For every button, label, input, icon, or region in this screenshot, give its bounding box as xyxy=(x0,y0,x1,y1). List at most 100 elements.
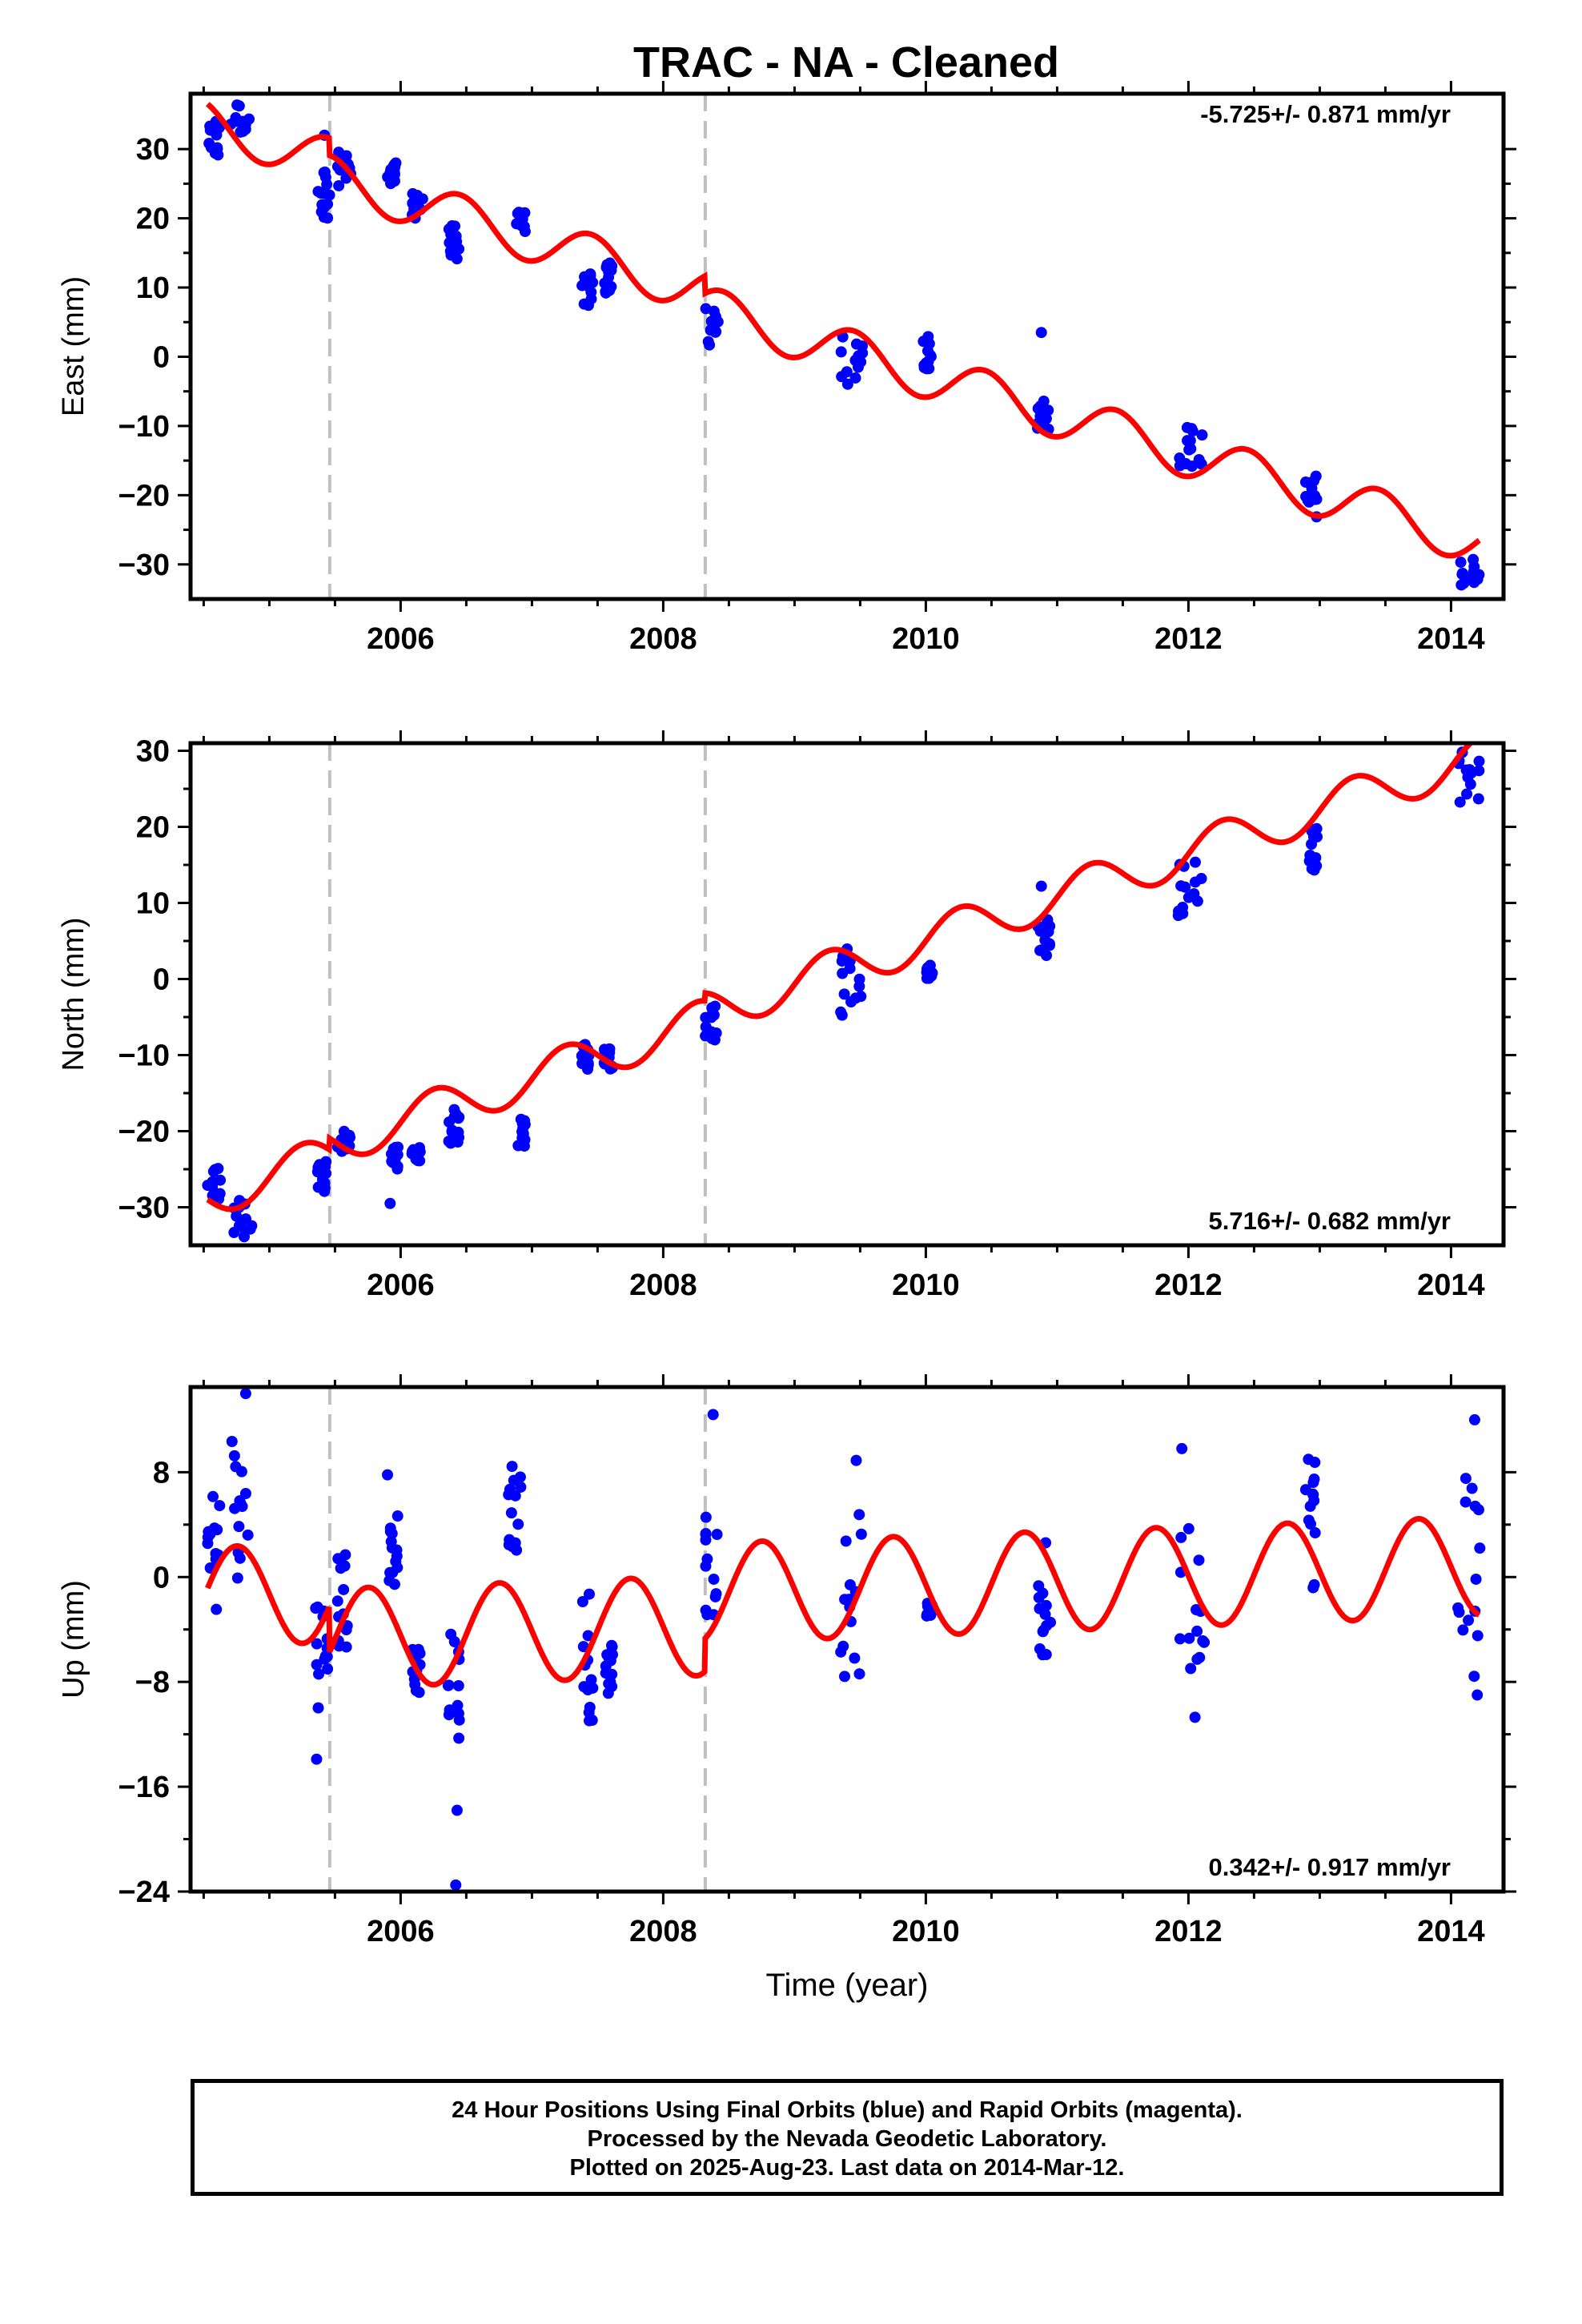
data-point-c5-13 xyxy=(414,1155,426,1167)
data-point-c6-10 xyxy=(448,1104,460,1116)
data-point-c4-13 xyxy=(385,163,397,175)
data-point-c6-12 xyxy=(445,1628,457,1640)
panels: 2006 2008 2010 2012 2014−30−20−100102030East… xyxy=(57,81,1516,2003)
outlier-point-7 xyxy=(1189,1711,1201,1723)
data-point-c6-13 xyxy=(443,1136,455,1148)
data-point-c2-11 xyxy=(322,198,334,210)
footer-line-plotted: Plotted on 2025-Aug-23. Last data on 201… xyxy=(569,2155,1125,2181)
data-point-c15-9 xyxy=(1310,470,1322,482)
data-point-c11-13 xyxy=(853,980,865,992)
data-point-c7-8 xyxy=(505,1507,517,1519)
y-tick-label: 0 xyxy=(153,340,170,374)
data-point-c13-13 xyxy=(1045,1616,1057,1628)
data-point-c2-12 xyxy=(319,166,331,178)
data-point-c6-12 xyxy=(451,253,463,265)
data-point-c1-8 xyxy=(226,1435,238,1447)
data-point-c1-6 xyxy=(231,1572,243,1584)
x-tick-label-2014: 2014 xyxy=(1417,1915,1485,1948)
model-curve xyxy=(206,743,1475,1212)
panel-north: 2006 2008 2010 2012 2014 −30 −20 −10 0 10 20 30 Nort… xyxy=(57,730,1516,1302)
outlier-point-0 xyxy=(239,1388,251,1400)
data-point-c15-7 xyxy=(1307,1582,1319,1594)
rate-annotation: 5.716+/- 0.682 mm/yr xyxy=(1209,1207,1451,1235)
y-tick-label: −30 xyxy=(118,549,170,582)
data-point-c11-6 xyxy=(838,988,850,1000)
data-point-c6-0 xyxy=(453,1732,465,1744)
outlier-point-10 xyxy=(1472,1689,1484,1701)
y-tick-label: 20 xyxy=(136,811,170,845)
data-point-c16-8 xyxy=(1472,793,1484,805)
data-point-c12-12 xyxy=(921,345,934,357)
y-tick-label: −16 xyxy=(118,1771,170,1804)
data-point-c14-5 xyxy=(1182,891,1195,903)
data-point-c2-10 xyxy=(311,1638,323,1650)
data-point-c7-12 xyxy=(509,1490,521,1502)
data-point-c2-11 xyxy=(320,1156,332,1168)
x-tick-label-2012: 2012 xyxy=(1154,1269,1223,1302)
data-point-c4-10 xyxy=(391,1544,403,1556)
outlier-point-6 xyxy=(850,1454,862,1466)
data-point-c16-1 xyxy=(1473,755,1485,767)
data-point-c14-9 xyxy=(1199,1636,1211,1648)
y-tick-label: −20 xyxy=(118,1116,170,1149)
outlier-point-3 xyxy=(451,1804,463,1816)
data-point-c14-0 xyxy=(1189,856,1201,868)
x-tick-label-2012: 2012 xyxy=(1154,622,1223,656)
data-point-c11-9 xyxy=(839,1594,851,1606)
x-tick-label-2006: 2006 xyxy=(367,622,435,656)
data-point-c15-13 xyxy=(1308,1474,1320,1486)
data-point-c10-13 xyxy=(700,1560,712,1572)
data-point-c16-7 xyxy=(1466,1482,1478,1494)
data-point-c11-9 xyxy=(849,372,861,384)
data-point-c16-5 xyxy=(1474,1542,1486,1554)
data-point-c9-10 xyxy=(606,1680,618,1692)
outlier-point-8 xyxy=(1176,1442,1188,1454)
data-point-c5-12 xyxy=(407,1148,419,1160)
plot-frame xyxy=(188,1385,1506,1894)
outlier-point-1 xyxy=(1035,880,1047,892)
data-point-c7-9 xyxy=(515,1481,527,1493)
data-point-c4-6 xyxy=(391,1510,404,1522)
data-point-c1-9 xyxy=(234,1552,246,1564)
x-tick-label-2010: 2010 xyxy=(892,1915,960,1948)
data-point-c14-0 xyxy=(1175,1531,1187,1543)
data-point-c15-12 xyxy=(1303,1454,1315,1466)
data-point-c14-9 xyxy=(1179,881,1191,893)
data-point-c12-13 xyxy=(922,362,934,374)
data-point-c15-12 xyxy=(1302,494,1314,506)
data-point-c8-6 xyxy=(585,1674,597,1686)
y-tick-label: 8 xyxy=(153,1456,170,1490)
model-curve xyxy=(205,102,1481,559)
model-curve xyxy=(205,1516,1481,1688)
data-point-c0-3 xyxy=(211,1524,223,1536)
data-point-c1-10 xyxy=(230,1461,242,1473)
x-tick-label-2010: 2010 xyxy=(892,622,960,656)
data-point-c15-10 xyxy=(1306,838,1318,850)
data-point-c10-12 xyxy=(700,1511,712,1523)
data-point-c13-5 xyxy=(1039,1608,1051,1620)
data-point-c13-13 xyxy=(1035,414,1047,426)
data-point-c9-12 xyxy=(603,267,615,279)
data-point-c1-13 xyxy=(231,1210,243,1222)
x-tick-label-2006: 2006 xyxy=(367,1915,435,1948)
y-tick-label: 10 xyxy=(136,887,170,921)
y-tick-label: 30 xyxy=(136,735,170,769)
outlier-point-1 xyxy=(1035,327,1047,339)
data-point-c3-12 xyxy=(340,1641,352,1653)
data-point-c16-4 xyxy=(1472,1630,1484,1642)
y-tick-label: −24 xyxy=(118,1876,170,1909)
data-point-c3-10 xyxy=(339,1549,351,1561)
data-point-c10-13 xyxy=(709,314,721,326)
y-tick-label: 30 xyxy=(136,133,170,167)
data-point-c11-11 xyxy=(853,1668,865,1680)
data-point-c11-8 xyxy=(855,991,867,1003)
rate-annotation: -5.725+/- 0.871 mm/yr xyxy=(1200,100,1451,128)
data-point-c11-8 xyxy=(857,347,869,359)
data-point-c14-3 xyxy=(1182,1522,1195,1534)
x-tick-label-2010: 2010 xyxy=(892,1269,960,1302)
data-point-c8-4 xyxy=(582,1630,594,1642)
y-axis-label: East (mm) xyxy=(57,276,90,416)
data-point-c7-11 xyxy=(507,1541,519,1553)
data-point-c16-6 xyxy=(1473,765,1485,777)
data-point-c3-13 xyxy=(343,1129,355,1141)
